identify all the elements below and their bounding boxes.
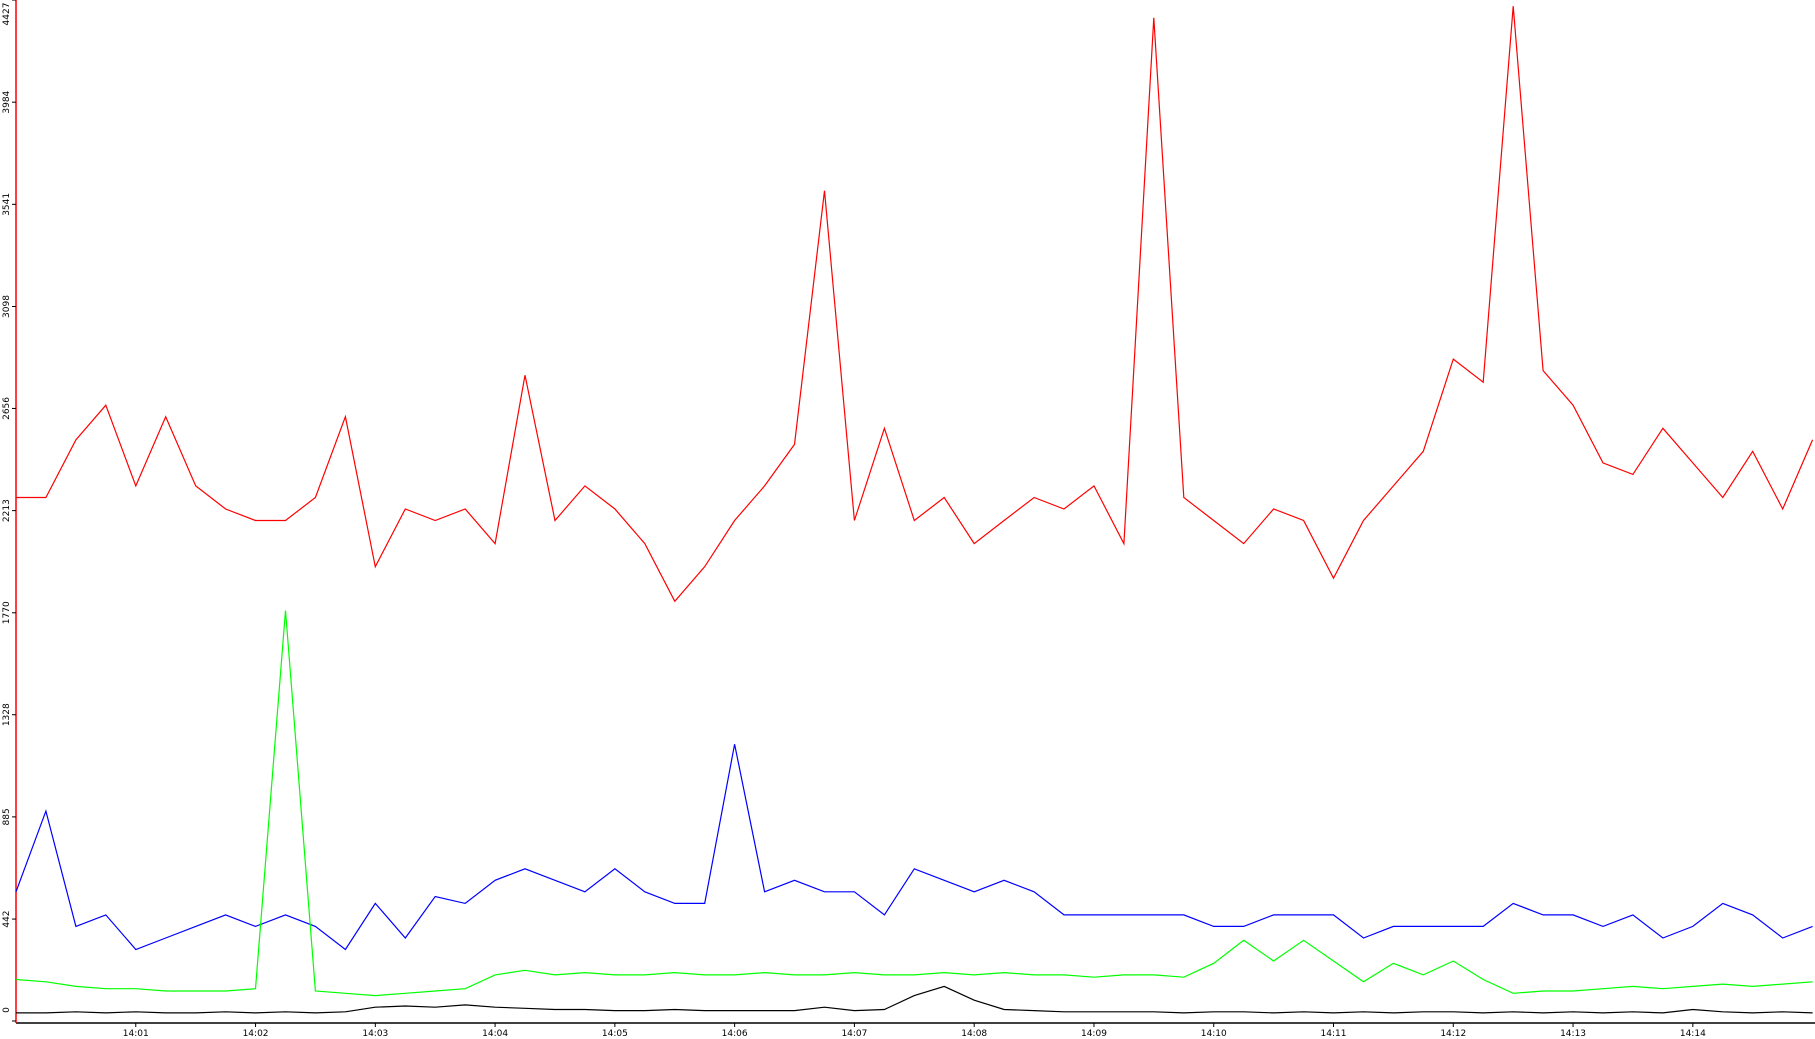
y-tick-label: 3984 [2,90,12,113]
x-tick-label: 14:09 [1081,1029,1107,1039]
y-tick-label: 2213 [2,499,12,522]
x-tick-label: 14:10 [1201,1029,1227,1039]
y-tick-label: 3098 [2,295,12,318]
y-tick-label: 1328 [2,703,12,726]
x-tick-label: 14:12 [1440,1029,1466,1039]
x-tick-label: 14:06 [722,1029,748,1039]
x-tick-label: 14:07 [841,1029,867,1039]
x-tick-label: 14:13 [1560,1029,1586,1039]
x-tick-label: 14:04 [482,1029,508,1039]
series-line [15,744,1813,951]
y-tick-label: 3541 [2,193,12,216]
y-tick-label: 4427 [2,3,12,26]
y-tick-label: 442 [2,910,12,927]
x-tick-label: 14:02 [243,1029,269,1039]
x-tick-label: 14:05 [602,1029,628,1039]
series-line [15,610,1813,997]
x-tick-label: 14:03 [362,1029,388,1039]
y-tick-label: 0 [2,1007,12,1013]
x-tick-label: 14:01 [123,1029,149,1039]
series-line [16,6,1814,603]
y-tick-label: 1770 [2,601,12,624]
series-line [16,985,1813,1014]
x-tick-label: 14:14 [1680,1029,1706,1039]
x-tick-label: 14:08 [961,1029,987,1039]
y-tick-label: 2656 [2,397,12,420]
x-tick-label: 14:11 [1321,1029,1347,1039]
y-tick-label: 885 [2,808,12,825]
